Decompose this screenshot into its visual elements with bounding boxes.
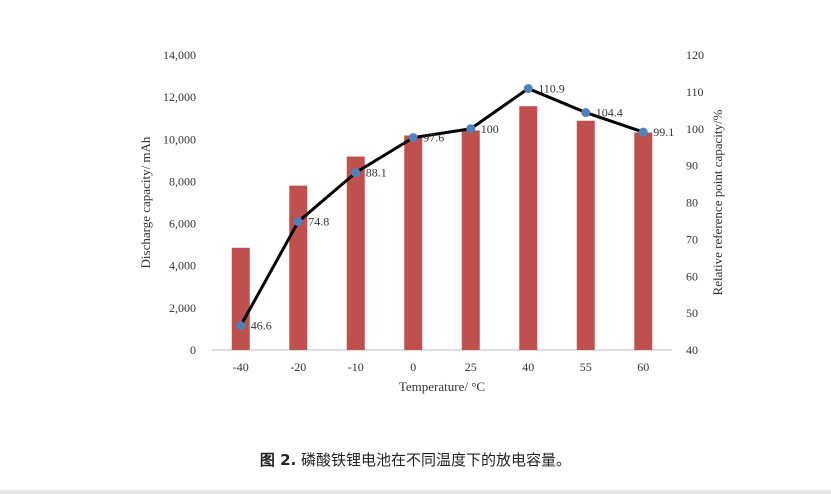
bar bbox=[461, 130, 480, 350]
bar bbox=[346, 156, 365, 350]
x-tick-label: -10 bbox=[348, 360, 364, 374]
x-tick-label: 40 bbox=[522, 360, 534, 374]
bar bbox=[634, 132, 653, 350]
data-label: 99.1 bbox=[653, 125, 674, 139]
line-point bbox=[408, 133, 418, 143]
y2-tick-label: 60 bbox=[686, 269, 698, 283]
data-label: 100 bbox=[481, 122, 499, 136]
chart-container: 0 2,000 4,000 6,000 8,000 10,000 12,000 14,000 4… bbox=[138, 48, 725, 394]
bar bbox=[289, 185, 308, 350]
y2-tick-label: 100 bbox=[686, 122, 704, 136]
bottom-divider bbox=[0, 490, 831, 494]
y-tick-label: 8,000 bbox=[169, 174, 196, 188]
y2-tick-label: 120 bbox=[686, 48, 704, 62]
y-tick-label: 2,000 bbox=[169, 301, 196, 315]
y-tick-label: 12,000 bbox=[163, 90, 196, 104]
bar bbox=[576, 120, 595, 350]
x-tick-label: 0 bbox=[410, 360, 416, 374]
x-axis-title: Temperature/ °C bbox=[399, 379, 485, 394]
data-label: 104.4 bbox=[596, 106, 623, 120]
y-tick-label: 14,000 bbox=[163, 48, 196, 62]
line-point bbox=[466, 124, 476, 134]
data-label: 97.6 bbox=[423, 131, 444, 145]
line-point bbox=[351, 168, 361, 178]
y2-tick-label: 80 bbox=[686, 196, 698, 210]
y-tick-label: 4,000 bbox=[169, 259, 196, 273]
data-label: 88.1 bbox=[366, 166, 387, 180]
y-tick-label: 0 bbox=[190, 343, 196, 357]
data-label: 74.8 bbox=[308, 215, 329, 229]
line-point bbox=[581, 108, 591, 118]
y-tick-label: 10,000 bbox=[163, 132, 196, 146]
figure-caption: 图 2. 磷酸铁锂电池在不同温度下的放电容量。 bbox=[0, 449, 831, 470]
data-label: 46.6 bbox=[251, 319, 272, 333]
y2-tick-label: 40 bbox=[686, 343, 698, 357]
bar bbox=[404, 135, 423, 350]
caption-label: 图 2. bbox=[259, 451, 297, 469]
y2-tick-label: 110 bbox=[686, 85, 704, 99]
y2-tick-label: 70 bbox=[686, 232, 698, 246]
x-tick-label: 60 bbox=[637, 360, 649, 374]
x-tick-label: -20 bbox=[290, 360, 306, 374]
chart-svg: 0 2,000 4,000 6,000 8,000 10,000 12,000 14,000 4… bbox=[138, 48, 725, 394]
line-point bbox=[293, 217, 303, 227]
x-tick-label: 55 bbox=[580, 360, 592, 374]
line-point bbox=[523, 84, 533, 94]
bar bbox=[231, 247, 250, 350]
x-tick-label: -40 bbox=[233, 360, 249, 374]
series-line bbox=[239, 87, 644, 327]
line-point bbox=[236, 321, 246, 331]
data-label: 110.9 bbox=[538, 82, 565, 96]
caption-text: 磷酸铁锂电池在不同温度下的放电容量。 bbox=[296, 451, 572, 469]
line-point bbox=[638, 127, 648, 137]
y2-tick-label: 50 bbox=[686, 306, 698, 320]
y2-axis-title: Relative reference point capacity/% bbox=[710, 109, 725, 295]
x-tick-label: 25 bbox=[465, 360, 477, 374]
y2-tick-label: 90 bbox=[686, 159, 698, 173]
bar bbox=[519, 106, 538, 350]
y-tick-label: 6,000 bbox=[169, 217, 196, 231]
y-axis-title: Discharge capacity/ mAh bbox=[138, 136, 153, 268]
